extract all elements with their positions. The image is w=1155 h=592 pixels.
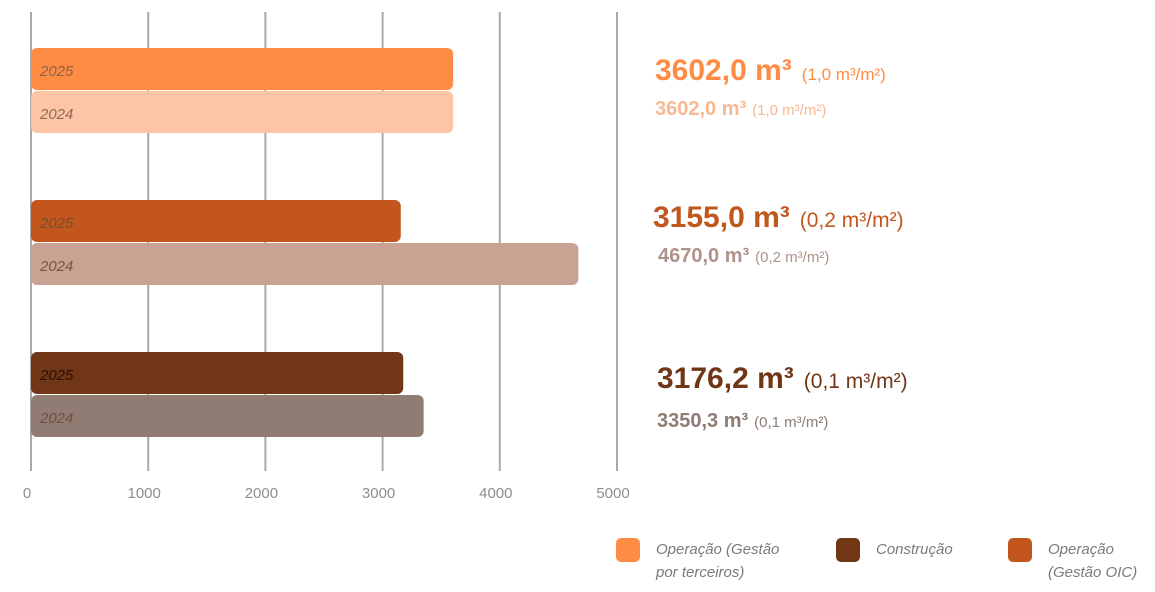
- bar-label: 2024: [39, 410, 73, 427]
- legend-item-construcao: Construção: [836, 538, 953, 562]
- bar-label: 2025: [39, 367, 74, 384]
- x-tick-label: 2000: [245, 485, 278, 502]
- legend-label: Operação (Gestão OIC): [1048, 541, 1138, 581]
- annotation-main: 3176,2 m³ (0,1 m³/m²): [657, 362, 908, 395]
- annotation-previous: 3350,3 m³ (0,1 m³/m²): [657, 410, 828, 432]
- bar: [31, 243, 579, 285]
- bar: [31, 48, 454, 90]
- x-tick-label: 5000: [596, 485, 629, 502]
- annotation-main: 3155,0 m³ (0,2 m³/m²): [653, 201, 904, 234]
- x-tick-label: 4000: [479, 485, 512, 502]
- legend-swatch: [1008, 538, 1032, 562]
- legend: Operação (Gestão por terceiros) Construç…: [616, 538, 1155, 587]
- bar-label: 2025: [39, 63, 74, 80]
- legend-label: Construção: [876, 541, 953, 558]
- bar: [31, 395, 424, 437]
- x-tick-label: 0: [23, 485, 31, 502]
- annotation-previous: 4670,0 m³ (0,2 m³/m²): [658, 245, 829, 267]
- bar-label: 2025: [39, 215, 74, 232]
- legend-swatch: [616, 538, 640, 562]
- x-tick-label: 3000: [362, 485, 395, 502]
- legend-swatch: [836, 538, 860, 562]
- legend-label: Operação (Gestão por terceiros): [656, 541, 780, 581]
- bar: [31, 200, 401, 242]
- bar: [31, 91, 454, 133]
- bar: [31, 352, 404, 394]
- bar-label: 2024: [39, 106, 73, 123]
- legend-item-operacao-terceiros: Operação (Gestão por terceiros): [616, 538, 779, 584]
- bar-label: 2024: [39, 258, 73, 275]
- annotation-main: 3602,0 m³ (1,0 m³/m²): [655, 54, 886, 87]
- x-tick-label: 1000: [128, 485, 161, 502]
- legend-item-operacao-oic: Operação (Gestão OIC): [1008, 538, 1137, 584]
- annotation-previous: 3602,0 m³ (1,0 m³/m²): [655, 98, 826, 120]
